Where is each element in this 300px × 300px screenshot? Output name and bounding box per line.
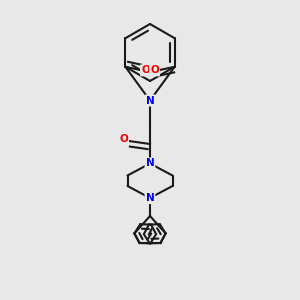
Text: N: N: [146, 193, 154, 203]
Text: O: O: [150, 65, 159, 75]
Text: O: O: [119, 134, 128, 145]
Text: O: O: [141, 65, 150, 75]
Text: N: N: [146, 95, 154, 106]
Text: N: N: [146, 158, 154, 169]
